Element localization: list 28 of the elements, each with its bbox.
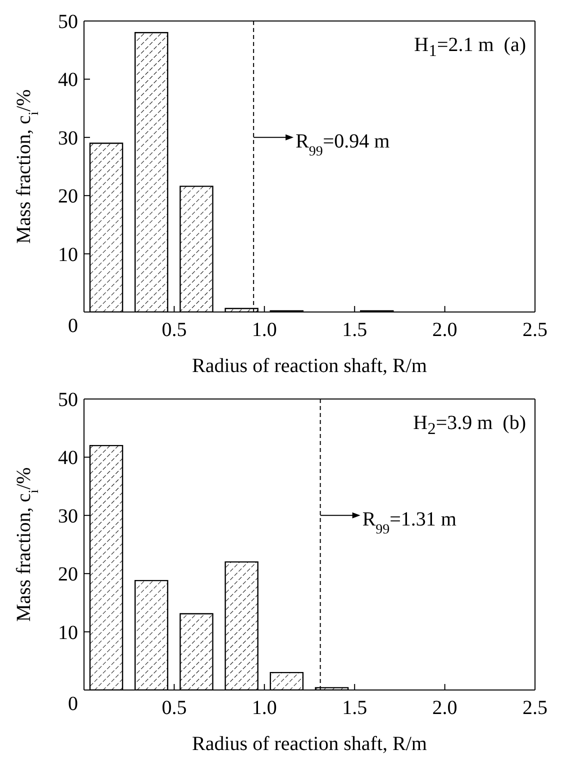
x-tick-label: 0.5 xyxy=(162,697,187,719)
y-tick-label: 0 xyxy=(68,315,78,337)
y-tick-label: 10 xyxy=(58,622,78,644)
x-tick-label: 1.5 xyxy=(342,697,368,719)
y-tick-label: 50 xyxy=(58,389,78,411)
x-tick-label: 2.5 xyxy=(522,697,548,719)
annotation: H$_{2}$=3.9 m (b) xyxy=(413,412,526,439)
y-tick-label: 0 xyxy=(68,693,78,715)
y-tick-label: 10 xyxy=(58,244,78,266)
x-tick-label: 1.0 xyxy=(252,319,277,341)
x-axis-title: Radius of reaction shaft, R/m xyxy=(192,355,428,377)
x-axis-title: Radius of reaction shaft, R/m xyxy=(192,733,428,755)
x-tick-label: 1.0 xyxy=(252,697,277,719)
y-tick-label: 40 xyxy=(58,447,78,470)
x-tick-label: 0.5 xyxy=(162,319,187,341)
annotation: H$_{1}$=2.1 m (a) xyxy=(414,34,526,61)
ref-line-label: R$_{99}$=1.31 m xyxy=(362,508,457,537)
y-tick-label: 30 xyxy=(58,127,78,150)
x-tick-label: 1.5 xyxy=(342,319,368,341)
x-tick-label: 2.5 xyxy=(522,319,548,341)
x-tick-label: 2.0 xyxy=(432,697,458,719)
y-tick-label: 50 xyxy=(58,11,78,33)
y-tick-label: 20 xyxy=(58,186,78,208)
ref-line-label: R$_{99}$=0.94 m xyxy=(296,130,390,159)
y-tick-label: 40 xyxy=(58,69,78,92)
x-tick-label: 2.0 xyxy=(432,319,458,341)
y-tick-label: 20 xyxy=(58,564,78,586)
y-tick-label: 30 xyxy=(58,505,78,528)
